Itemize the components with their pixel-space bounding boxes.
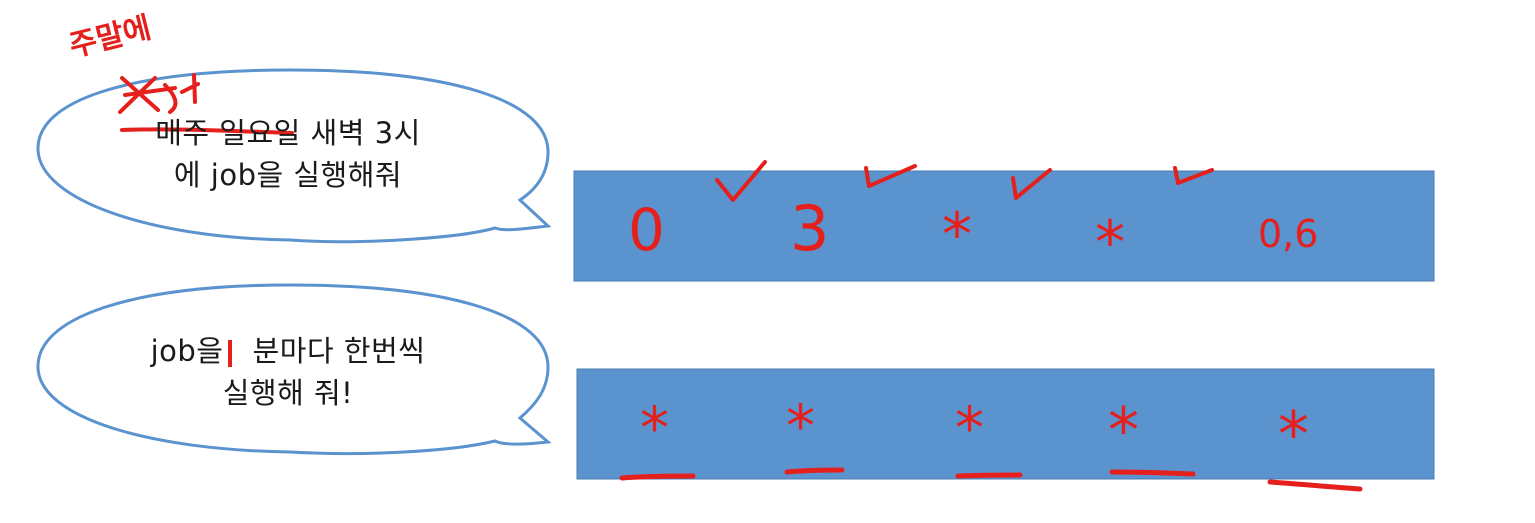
cron2-field-day: * — [955, 394, 984, 462]
cron2-field-month: * — [1108, 394, 1139, 467]
crossed-out-word — [118, 73, 200, 114]
check-mark-3 — [1011, 168, 1052, 200]
check-mark-2 — [864, 164, 917, 188]
cron-box-1 — [573, 170, 1435, 282]
check-mark-1 — [715, 160, 767, 202]
strike-line — [120, 127, 294, 135]
cron-box-2 — [576, 368, 1435, 480]
cron1-field-minute: 0 — [628, 196, 665, 264]
bubble-2-line-2: 실행해 줘! — [222, 376, 354, 410]
underline-5 — [1267, 479, 1363, 492]
bubble-1-text: 매주 일요일 새벽 3시 에 job을 실행해줘 — [118, 112, 458, 196]
cron2-field-hour: * — [786, 392, 815, 460]
speech-bubble-2 — [36, 283, 552, 456]
underline-2 — [784, 467, 845, 475]
bubble-2-text: job을 분마다 한번씩 실행해 줘! — [118, 330, 458, 414]
cron1-field-day: * — [942, 200, 972, 270]
underline-4 — [1109, 469, 1196, 477]
speech-bubble-1 — [36, 68, 552, 244]
bubble-2-line-1-end: 분마다 한번씩 — [252, 334, 426, 368]
underline-marks — [619, 467, 1363, 492]
underline-1 — [619, 473, 696, 481]
bubble-2-line-1-start: job을 — [150, 334, 224, 368]
bubble-1-line-2: 에 job을 실행해줘 — [173, 158, 403, 192]
bubble-1-line-1: 매주 일요일 새벽 3시 — [155, 116, 421, 150]
cron2-field-minute: * — [640, 394, 669, 462]
cron1-field-weekday: 0,6 — [1258, 212, 1319, 256]
cron1-field-month: * — [1095, 208, 1125, 278]
check-marks — [715, 160, 1214, 202]
check-mark-4 — [1173, 166, 1214, 185]
bubble-2-line-1: job을 분마다 한번씩 — [118, 330, 458, 372]
underline-3 — [955, 472, 1023, 479]
cron1-field-hour: 3 — [790, 192, 830, 265]
cron2-field-weekday: * — [1278, 398, 1309, 471]
